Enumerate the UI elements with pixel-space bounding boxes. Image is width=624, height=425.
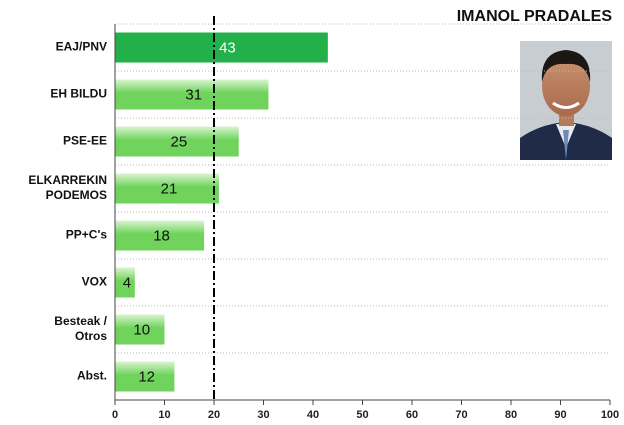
category-label-line: VOX	[82, 275, 107, 289]
category-label-line: PP+C's	[66, 228, 108, 242]
x-tick-label: 90	[554, 409, 566, 421]
x-tick-label: 70	[455, 409, 467, 421]
category-label-line: Besteak /	[54, 314, 107, 328]
value-label: 31	[185, 86, 202, 103]
x-tick-label: 30	[257, 409, 269, 421]
portrait	[520, 41, 612, 160]
category-label-line: PODEMOS	[46, 188, 107, 202]
category-label-line: EAJ/PNV	[56, 40, 107, 54]
bar	[115, 220, 205, 251]
x-tick-label: 60	[406, 409, 418, 421]
category-label-line: PSE-EE	[63, 134, 107, 148]
x-tick-label: 40	[307, 409, 319, 421]
category-label: Besteak / Otros	[54, 314, 107, 343]
value-label: 25	[171, 133, 188, 150]
bar	[115, 126, 239, 157]
category-label: EAJ/PNV	[56, 40, 107, 54]
x-tick-label: 10	[158, 409, 170, 421]
category-label: EH BILDU	[50, 87, 107, 101]
x-tick-label: 50	[356, 409, 368, 421]
bar	[115, 314, 165, 345]
value-label: 21	[161, 180, 178, 197]
category-label-line: Abst.	[77, 369, 107, 383]
value-label: 18	[153, 227, 170, 244]
bar	[115, 267, 135, 298]
category-label-line: ELKARREKIN	[28, 173, 107, 187]
x-tick-label: 20	[208, 409, 220, 421]
bar	[115, 79, 269, 110]
category-label: PSE-EE	[63, 134, 107, 148]
value-label: 43	[219, 39, 236, 56]
x-tick-label: 0	[112, 409, 118, 421]
x-tick-label: 100	[601, 409, 619, 421]
bar	[115, 32, 328, 63]
category-label: VOX	[82, 275, 107, 289]
category-label: ELKARREKIN PODEMOS	[28, 173, 107, 202]
category-label-line: Otros	[75, 329, 107, 343]
category-label: Abst.	[77, 369, 107, 383]
chart-title: IMANOL PRADALES	[457, 8, 613, 25]
value-label: 4	[123, 274, 131, 291]
x-tick-label: 80	[505, 409, 517, 421]
bar	[115, 361, 175, 392]
category-label-line: EH BILDU	[50, 87, 107, 101]
value-label: 10	[133, 321, 150, 338]
bar	[115, 173, 219, 204]
category-label: PP+C's	[66, 228, 108, 242]
value-label: 12	[138, 368, 155, 385]
